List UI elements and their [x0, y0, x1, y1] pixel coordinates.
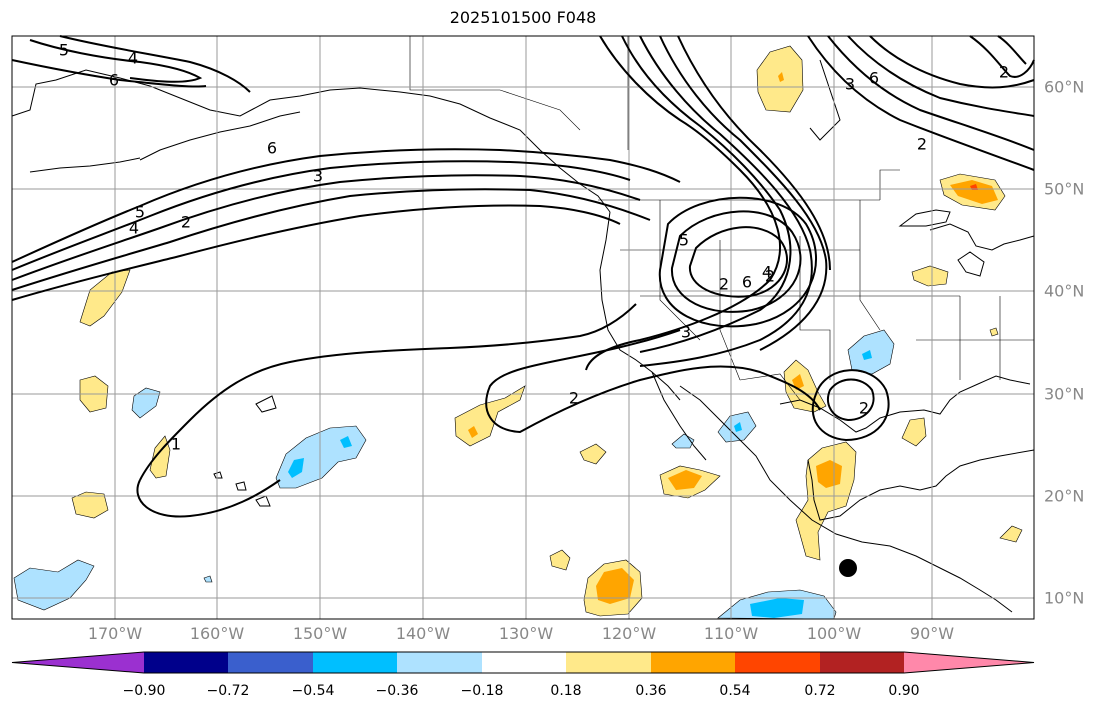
colorbar-segment: [904, 652, 1034, 673]
contour-label: 5: [134, 202, 146, 222]
shade-lightblue: [203, 575, 213, 583]
contour-label: 5: [58, 40, 70, 60]
contour-label: 6: [108, 70, 120, 90]
map-frame: [11, 35, 1035, 620]
colorbar-segment: [228, 652, 313, 673]
colorbar-tick-label: 0.90: [888, 683, 920, 699]
shade-yellow: [989, 327, 999, 337]
contour-label: 3: [312, 166, 324, 186]
colorbar-outline: [11, 651, 1035, 674]
shade-skyblue: [750, 598, 804, 618]
shade-yellow: [795, 441, 857, 561]
contour-label: 3: [844, 74, 856, 94]
colorbar-tick-label: 0.36: [635, 683, 667, 699]
lon-label: 90°W: [909, 624, 955, 643]
colorbar-tick-label: −0.18: [460, 683, 504, 699]
colorbar-segment: [12, 652, 144, 673]
contour-label: 4: [761, 262, 773, 282]
lon-label: 160°W: [189, 624, 245, 643]
lat-label: 60°N: [1044, 77, 1085, 97]
shade-orange: [816, 460, 842, 488]
plot-title: 2025101500 F048: [449, 8, 597, 27]
shade-skyblue: [734, 422, 742, 432]
colorbar: [11, 651, 1035, 674]
contour-label: 2: [718, 274, 730, 294]
coastlines: [11, 59, 1035, 613]
colorbar-segment: [820, 652, 904, 673]
contour-label: 3: [680, 322, 692, 342]
colorbar-tick-label: −0.54: [291, 683, 335, 699]
shade-yellow: [911, 265, 949, 287]
lon-label: 140°W: [395, 624, 451, 643]
shade-yellow: [79, 269, 131, 327]
shade-orange: [778, 72, 784, 82]
contour-label: 2: [998, 62, 1010, 82]
graticule: [12, 36, 1034, 619]
lon-label: 130°W: [498, 624, 554, 643]
shade-orange: [950, 180, 998, 204]
colorbar-tick-label: 0.54: [719, 683, 751, 699]
lat-label: 40°N: [1044, 281, 1085, 301]
colorbar-tick-label: 0.18: [550, 683, 582, 699]
shade-orange: [596, 568, 634, 604]
contour-label: 6: [868, 68, 880, 88]
colorbar-segment: [397, 652, 482, 673]
lon-label: 150°W: [292, 624, 348, 643]
contour-label: 2: [916, 134, 928, 154]
lat-label: 20°N: [1044, 486, 1085, 506]
shade-yellow: [999, 525, 1023, 543]
colorbar-tick-label: 0.72: [804, 683, 836, 699]
contour-label: 5: [678, 230, 690, 250]
shade-orange: [668, 470, 702, 490]
contour-label: 2: [858, 398, 870, 418]
contour-label: 4: [127, 48, 139, 68]
lon-label: 100°W: [806, 624, 862, 643]
contour-lines: [11, 35, 1035, 518]
shade-lightblue: [847, 329, 895, 375]
colorbar-segment: [735, 652, 820, 673]
shade-lightblue: [131, 387, 161, 419]
contour-label: 2: [180, 212, 192, 232]
lat-label: 30°N: [1044, 384, 1085, 404]
contour-label: 4: [128, 218, 140, 238]
shade-lightblue: [275, 425, 367, 489]
colorbar-tick-label: −0.72: [206, 683, 250, 699]
colorbar-tick-label: −0.90: [122, 683, 166, 699]
contour-label: 6: [266, 138, 278, 158]
shade-yellow: [71, 491, 109, 519]
lat-label: 10°N: [1044, 588, 1085, 608]
shade-skyblue: [862, 350, 872, 360]
colorbar-segment: [651, 652, 735, 673]
contour-label: 1: [170, 434, 182, 454]
lat-label: 50°N: [1044, 179, 1085, 199]
borders: [409, 36, 1034, 401]
colorbar-segment: [144, 652, 228, 673]
colorbar-segment: [566, 652, 651, 673]
shade-orange: [792, 374, 804, 390]
shade-orange: [468, 426, 478, 438]
shading-layer: [13, 45, 1023, 620]
lon-label: 120°W: [601, 624, 657, 643]
shade-lightblue: [13, 559, 95, 611]
colorbar-tick-label: −0.36: [375, 683, 419, 699]
location-marker: [839, 559, 857, 577]
shade-skyblue: [340, 436, 352, 448]
shade-yellow: [579, 443, 607, 465]
shade-skyblue: [288, 458, 304, 478]
lon-label: 170°W: [87, 624, 143, 643]
shade-yellow: [783, 359, 827, 413]
contour-label: 2: [764, 266, 776, 286]
shade-yellow: [549, 549, 571, 571]
shade-yellow: [901, 417, 927, 447]
colorbar-segment: [482, 652, 566, 673]
contour-label: 2: [568, 388, 580, 408]
contour-label: 6: [741, 272, 753, 292]
colorbar-segment: [313, 652, 397, 673]
lon-label: 110°W: [703, 624, 759, 643]
